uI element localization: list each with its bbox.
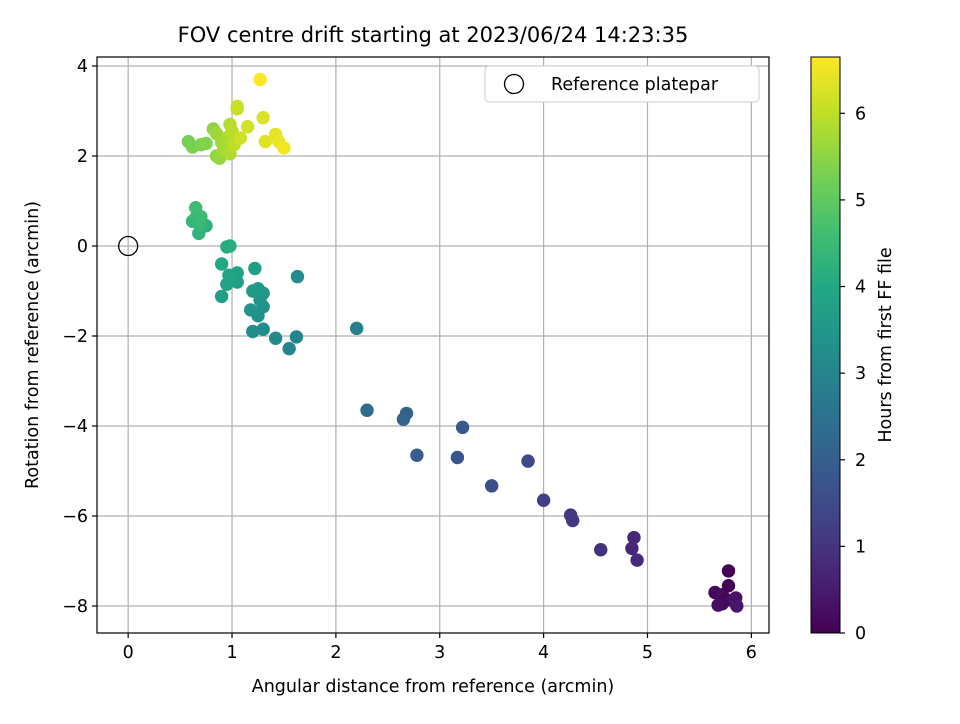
y-tick-label: 2: [77, 147, 88, 167]
data-point: [277, 141, 291, 155]
colorbar-tick-label: 1: [855, 537, 866, 557]
data-point: [521, 454, 535, 468]
colorbar-tick-label: 6: [855, 104, 866, 124]
data-point: [282, 341, 296, 356]
legend-label-reference: Reference platepar: [551, 75, 719, 95]
colorbar-tick-label: 3: [855, 364, 866, 384]
data-point: [711, 598, 725, 612]
colorbar-tick-label: 2: [855, 451, 866, 471]
y-tick-label: −6: [62, 507, 88, 527]
data-point: [256, 111, 270, 125]
data-point: [594, 543, 608, 557]
legend: Reference platepar: [484, 65, 760, 103]
colorbar-ticks: 0 1 2 3 4 5 6: [840, 104, 866, 644]
data-point: [246, 324, 260, 339]
data-point: [268, 331, 283, 345]
x-tick-label: 2: [330, 643, 341, 663]
data-point: [253, 72, 267, 87]
legend-box: [484, 65, 760, 103]
x-tick-label: 3: [434, 643, 445, 663]
colorbar: 0 1 2 3 4 5 6 Hours from first FF file: [810, 56, 896, 644]
data-point: [251, 282, 265, 296]
reference-point-marker: [118, 235, 139, 257]
data-point: [188, 201, 203, 215]
y-axis-label: Rotation from reference (arcmin): [23, 201, 43, 489]
data-point: [484, 479, 499, 493]
data-point: [349, 321, 364, 336]
data-point: [244, 303, 258, 317]
data-point: [536, 493, 551, 507]
data-point: [290, 269, 305, 284]
data-point: [223, 239, 237, 253]
x-tick-label: 6: [746, 643, 757, 663]
data-point: [410, 448, 424, 462]
plot-area-frame: [96, 56, 770, 634]
data-point: [721, 579, 736, 593]
axes: 0 1 2 3 4 5 6 −8 −6 −4 −2 0 2 4: [62, 57, 757, 663]
data-point: [721, 564, 736, 578]
y-tick-label: 4: [77, 57, 88, 77]
data-point: [289, 330, 304, 344]
data-point: [450, 450, 465, 465]
x-tick-label: 0: [123, 643, 134, 663]
y-tick-label: −8: [62, 597, 88, 617]
data-point: [248, 261, 262, 276]
x-tick-label: 1: [226, 643, 237, 663]
data-point: [630, 553, 644, 567]
y-tick-label: −2: [62, 327, 88, 347]
data-point: [627, 530, 641, 545]
chart-title: FOV centre drift starting at 2023/06/24 …: [178, 23, 689, 47]
data-point: [563, 508, 578, 522]
x-axis-label: Angular distance from reference (arcmin): [252, 677, 615, 697]
x-tick-label: 4: [538, 643, 549, 663]
data-point: [230, 99, 244, 114]
data-point: [258, 134, 272, 149]
data-point: [360, 403, 374, 417]
legend-marker-reference: [503, 73, 525, 95]
y-tick-label: 0: [77, 237, 88, 257]
data-point: [214, 289, 229, 304]
data-point: [214, 257, 229, 271]
data-point: [396, 412, 411, 426]
colorbar-tick-label: 0: [855, 624, 866, 644]
data-point: [240, 120, 255, 134]
colorbar-gradient: [810, 56, 841, 634]
data-point: [455, 420, 470, 435]
x-tick-label: 5: [642, 643, 653, 663]
y-tick-label: −4: [62, 417, 88, 437]
data-point: [199, 136, 213, 151]
data-point: [233, 131, 248, 145]
data-points: [118, 72, 744, 613]
data-point: [625, 541, 639, 556]
colorbar-label: Hours from first FF file: [876, 247, 896, 442]
data-point: [222, 268, 236, 282]
colorbar-tick-label: 4: [855, 278, 866, 298]
colorbar-tick-label: 5: [855, 191, 866, 211]
data-point: [730, 599, 744, 613]
data-point: [192, 226, 206, 241]
data-point: [256, 322, 270, 336]
